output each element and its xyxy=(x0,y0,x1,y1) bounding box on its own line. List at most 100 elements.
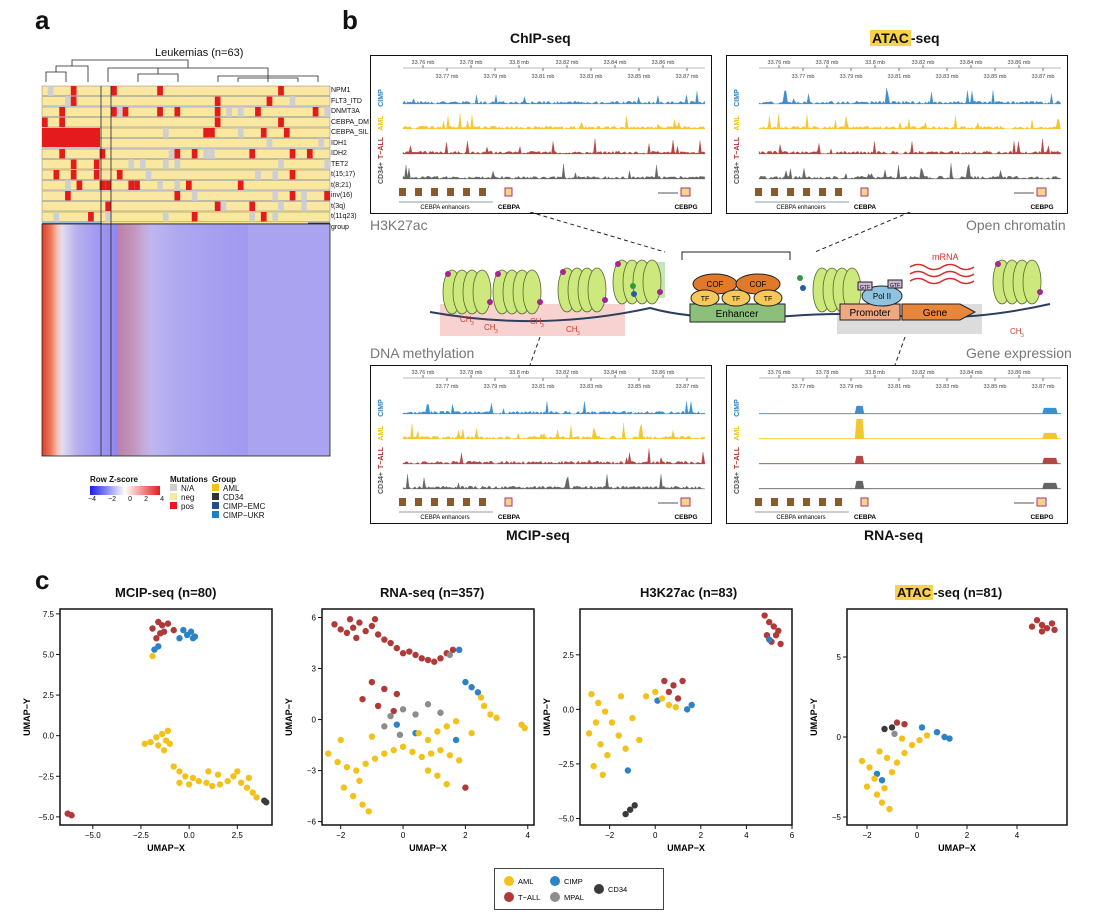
scatter-point xyxy=(626,806,634,813)
svg-text:3: 3 xyxy=(1021,333,1024,339)
scatter-point xyxy=(371,755,379,762)
scatter-point xyxy=(151,646,158,653)
scatter-point xyxy=(203,779,210,786)
scatter-point xyxy=(149,625,156,632)
x-tick-label: −2.5 xyxy=(133,831,149,840)
scatter-point xyxy=(343,629,351,637)
chip-track: 33.76 mb 33.78 mb 33.8 mb 33.82 mb 33.84 mb 3… xyxy=(378,60,706,211)
scatter-point xyxy=(263,799,270,806)
y-tick-label: 3 xyxy=(312,665,317,674)
scatter-point xyxy=(396,731,404,739)
y-tick-label: 5.0 xyxy=(43,650,55,659)
y-tick-label: −2.5 xyxy=(38,772,54,781)
svg-text:33.86 mb: 33.86 mb xyxy=(1008,60,1031,66)
svg-text:33.81 mb: 33.81 mb xyxy=(532,74,555,80)
scatter-point xyxy=(1038,621,1046,629)
legend-label: AML xyxy=(518,877,533,886)
scatter-point xyxy=(437,746,444,754)
tf-2-label: TF xyxy=(732,296,741,303)
scatter-point xyxy=(933,729,941,736)
y-tick-label: 2.5 xyxy=(43,691,55,700)
panel-letter-a: a xyxy=(35,5,50,35)
svg-text:33.85 mb: 33.85 mb xyxy=(984,74,1007,80)
legend-marker xyxy=(550,892,560,902)
scatter-point xyxy=(665,688,673,696)
scatter-point xyxy=(160,747,168,754)
scatter-point xyxy=(863,783,871,790)
atac-track: 33.76 mb 33.78 mb 33.8 mb 33.82 mb 33.84 mb 3… xyxy=(734,60,1062,211)
ch3-labels: CH 3 CH 3 CH 3 CH 3 CH 3 xyxy=(460,315,1024,339)
svg-text:33.78 mb: 33.78 mb xyxy=(460,370,483,376)
scatter-point xyxy=(908,741,916,749)
svg-text:33.82 mb: 33.82 mb xyxy=(912,370,935,376)
umap-title-2: RNA-seq (n=357) xyxy=(380,585,485,600)
legend-marker xyxy=(504,892,514,902)
svg-text:CEBPG: CEBPG xyxy=(1030,204,1053,211)
scatter-point xyxy=(245,774,253,782)
scatter-point xyxy=(381,723,388,730)
open-chromatin-caption: Open chromatin xyxy=(966,217,1066,233)
scatter-point xyxy=(237,779,245,786)
cof-left-label: COF xyxy=(707,280,724,289)
scatter-point xyxy=(182,773,189,780)
scatter-point xyxy=(437,709,444,716)
scatter-point xyxy=(886,805,893,813)
svg-text:33.84 mb: 33.84 mb xyxy=(604,370,627,376)
scatter-point xyxy=(923,732,931,739)
svg-text:T−ALL: T−ALL xyxy=(734,446,741,469)
zscore-title: Row Z-score xyxy=(90,475,139,484)
scatter-point xyxy=(622,745,629,752)
mut-label: DNMT3A xyxy=(331,108,360,115)
mrna-waves xyxy=(909,263,975,285)
scatter-point xyxy=(381,636,388,643)
scatter-point xyxy=(599,771,606,779)
scatter-point xyxy=(412,711,419,718)
mut-label: FLT3_ITD xyxy=(331,97,362,105)
mutation-labels: NPM1 FLT3_ITD DNMT3A CEBPA_DM CEBPA_SIL … xyxy=(331,86,369,233)
umap-plot-4: −2 0 2 4 5 0 −5 UMAP−X UMAP−Y xyxy=(809,608,1068,853)
scatter-point xyxy=(381,750,388,757)
scatter-point xyxy=(170,626,177,634)
scatter-point xyxy=(652,688,659,696)
scatter-point xyxy=(1043,625,1051,632)
legend-marker xyxy=(550,876,560,886)
svg-text:CEBPG: CEBPG xyxy=(674,514,697,521)
x-tick-label: 2 xyxy=(965,831,970,840)
heatmap-title: Leukemias (n=63) xyxy=(155,47,244,59)
gtf-label-1: GTF xyxy=(860,285,870,291)
scatter-point xyxy=(871,775,878,782)
gene-label: Gene xyxy=(923,308,948,319)
scatter-point xyxy=(412,651,419,659)
svg-text:CD34+: CD34+ xyxy=(378,472,385,494)
y-tick-label: −5.0 xyxy=(38,813,54,822)
scatter-point xyxy=(683,706,691,713)
scatter-point xyxy=(761,612,768,619)
scatter-point xyxy=(770,623,777,630)
scatter-point xyxy=(615,732,622,739)
scatter-point xyxy=(346,616,354,623)
tf-3 xyxy=(753,289,783,307)
svg-text:33.87 mb: 33.87 mb xyxy=(676,74,699,80)
scatter-point xyxy=(601,708,609,715)
umap-plot-1: −5.0 −2.5 0.0 2.5 7.5 5.0 2.5 0.0 −2.5 −5.0 UMAP−X… xyxy=(22,608,273,853)
scatter-point xyxy=(468,684,475,691)
scatter-point xyxy=(883,754,891,761)
promoter-label: Promoter xyxy=(849,308,891,319)
svg-text:CD34+: CD34+ xyxy=(734,472,741,494)
scatter-point xyxy=(153,734,160,741)
svg-text:33.87 mb: 33.87 mb xyxy=(676,384,699,390)
scatter-point xyxy=(866,764,873,771)
scatter-point xyxy=(334,758,341,766)
y-tick-label: −2.5 xyxy=(558,760,574,769)
scatter-point xyxy=(878,799,886,806)
scatter-point xyxy=(209,782,216,790)
scatter-point xyxy=(679,677,686,685)
scatter-point xyxy=(1048,620,1056,627)
scatter-point xyxy=(881,725,888,733)
y-axis-label: UMAP−Y xyxy=(809,698,819,736)
scatter-point xyxy=(409,748,416,756)
scatter-point xyxy=(941,733,948,741)
scatter-point xyxy=(487,711,494,718)
pol-ii-label: Pol II xyxy=(873,292,891,301)
scatter-point xyxy=(362,627,369,635)
